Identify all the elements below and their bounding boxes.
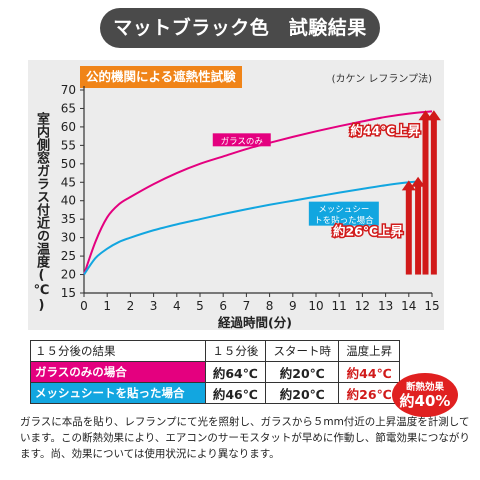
table-header-row: １５分後の結果 １５分後 スタート時 温度上昇 [30,340,400,362]
annotation-rise-mesh: 約26℃上昇 [333,223,404,238]
cell-rise: 約44℃ [338,361,400,383]
rise-arrow-mesh-2-shaft [415,185,422,275]
legend-mesh-box [308,201,379,226]
x-axis-label: 経過時間(分) [218,315,292,330]
test-method: (カケン レフランプ法) [331,74,432,85]
y-tick-label: 50 [61,157,76,171]
legend-glass-text: ガラスのみ [221,136,264,147]
y-tick-label: 70 [61,83,76,97]
insulation-effect-badge: 断熱効果 約40% [392,373,458,417]
row-label-mesh: メッシュシートを貼った場合 [30,382,206,404]
x-tick-label: 5 [196,299,204,313]
y-tick-label: 30 [61,231,76,245]
y-tick-label: 20 [61,268,76,282]
x-tick-label: 8 [266,299,274,313]
legend-mesh-text: メッシュシー [318,205,369,215]
table-row: メッシュシートを貼った場合 約46℃ 約20℃ 約26℃ [30,382,400,404]
x-tick-label: 4 [173,299,181,313]
y-tick-label: 55 [61,138,76,152]
x-tick-label: 9 [289,299,297,313]
table-header-cell: １５分後の結果 [30,340,206,362]
page-title: マットブラック色 試験結果 [100,8,380,48]
test-subtitle: 公的機関による遮熱性試験 [80,66,242,88]
legend-mesh-text: トを貼った場合 [314,215,374,226]
x-tick-label: 13 [378,299,393,313]
y-tick-label: 65 [61,101,76,115]
x-tick-label: 2 [127,299,135,313]
table-header-cell: 温度上昇 [338,340,400,362]
rise-arrow-mesh-head [401,180,416,191]
y-tick-label: 40 [61,194,76,208]
footnote-text: ガラスに本品を貼り、レフランプにて光を照射し、ガラスから５mm付近の上昇温度を計… [20,416,470,460]
x-tick-label: 10 [308,299,323,313]
chart-panel [28,60,444,330]
table-header-cell: スタート時 [265,340,340,362]
y-tick-label: 25 [61,249,76,263]
series-line-glass [83,110,433,275]
y-tick-label: 60 [61,120,76,134]
cell-after: 約64℃ [204,361,267,383]
badge-value: 約40% [399,392,451,410]
rise-arrow-mesh-shaft [405,189,412,275]
y-tick-label: 45 [61,175,76,189]
annotation-rise-glass: 約44℃上昇 [350,123,421,138]
y-tick-label: 35 [61,212,76,226]
rise-arrow-mesh-2-head [411,176,426,187]
y-axis-label: 室内側窓ガラス付近の温度(℃) [34,112,49,313]
x-tick-label: 6 [219,299,227,313]
x-tick-label: 1 [103,299,111,313]
results-table: １５分後の結果 １５分後 スタート時 温度上昇 ガラスのみの場合 約64℃ 約2… [30,340,400,404]
x-tick-label: 3 [150,299,158,313]
cell-after: 約46℃ [204,382,267,404]
x-tick-label: 11 [332,299,347,313]
x-tick-label: 12 [355,299,370,313]
series-line-mesh [83,180,421,276]
x-tick-label: 15 [424,299,439,313]
rise-arrow-glass-2-head [426,110,441,121]
row-label-glass: ガラスのみの場合 [30,361,206,383]
x-tick-label: 14 [401,299,416,313]
rise-arrow-glass-2-shaft [430,119,437,275]
x-tick-label: 0 [80,299,88,313]
table-row: ガラスのみの場合 約64℃ 約20℃ 約44℃ [30,361,400,383]
rise-arrow-glass-shaft [422,119,429,275]
x-tick-label: 7 [243,299,251,313]
y-tick-label: 15 [61,286,76,300]
cell-start: 約20℃ [265,382,340,404]
table-header-cell: １５分後 [204,340,267,362]
legend-glass-box [212,133,271,147]
cell-rise: 約26℃ [338,382,400,404]
cell-start: 約20℃ [265,361,340,383]
badge-label: 断熱効果 [405,382,444,393]
